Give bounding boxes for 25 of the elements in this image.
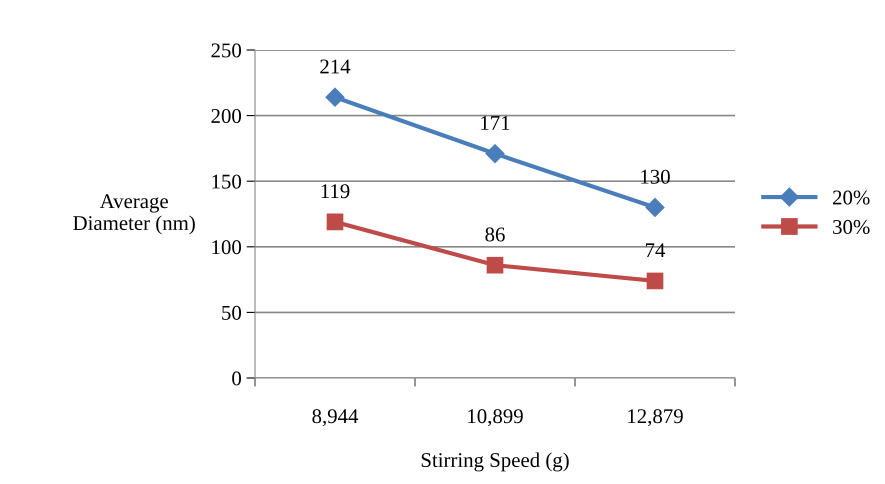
point (485, 144, 505, 164)
x-axis-title: Stirring Speed (g) (422, 452, 569, 472)
data-label: 74 (646, 243, 666, 258)
y-axis-title: Average Diameter (nm) (73, 194, 195, 234)
y-tick-label: 0 (232, 371, 242, 386)
legend-label: 20% (833, 190, 870, 205)
point (645, 198, 665, 217)
point (646, 272, 664, 290)
point (326, 214, 344, 230)
y-tick-label: 100 (212, 240, 242, 254)
data-label: 86 (485, 227, 505, 242)
point (325, 88, 345, 107)
y-tick-label: 250 (211, 43, 242, 58)
data-label: 214 (320, 60, 350, 74)
x-tick-label: 12,879 (628, 409, 683, 426)
legend-label: 30% (833, 220, 870, 234)
y-tick-label: 150 (212, 174, 242, 189)
y-tick-label: 200 (211, 108, 242, 124)
y-tick-label: 50 (222, 306, 242, 320)
point (486, 256, 504, 274)
x-tick-label: 8,944 (312, 409, 358, 426)
x-tick-label: 10,899 (468, 409, 523, 426)
data-label: 119 (322, 184, 350, 198)
data-label: 130 (641, 170, 670, 184)
data-label: 171 (481, 116, 510, 130)
